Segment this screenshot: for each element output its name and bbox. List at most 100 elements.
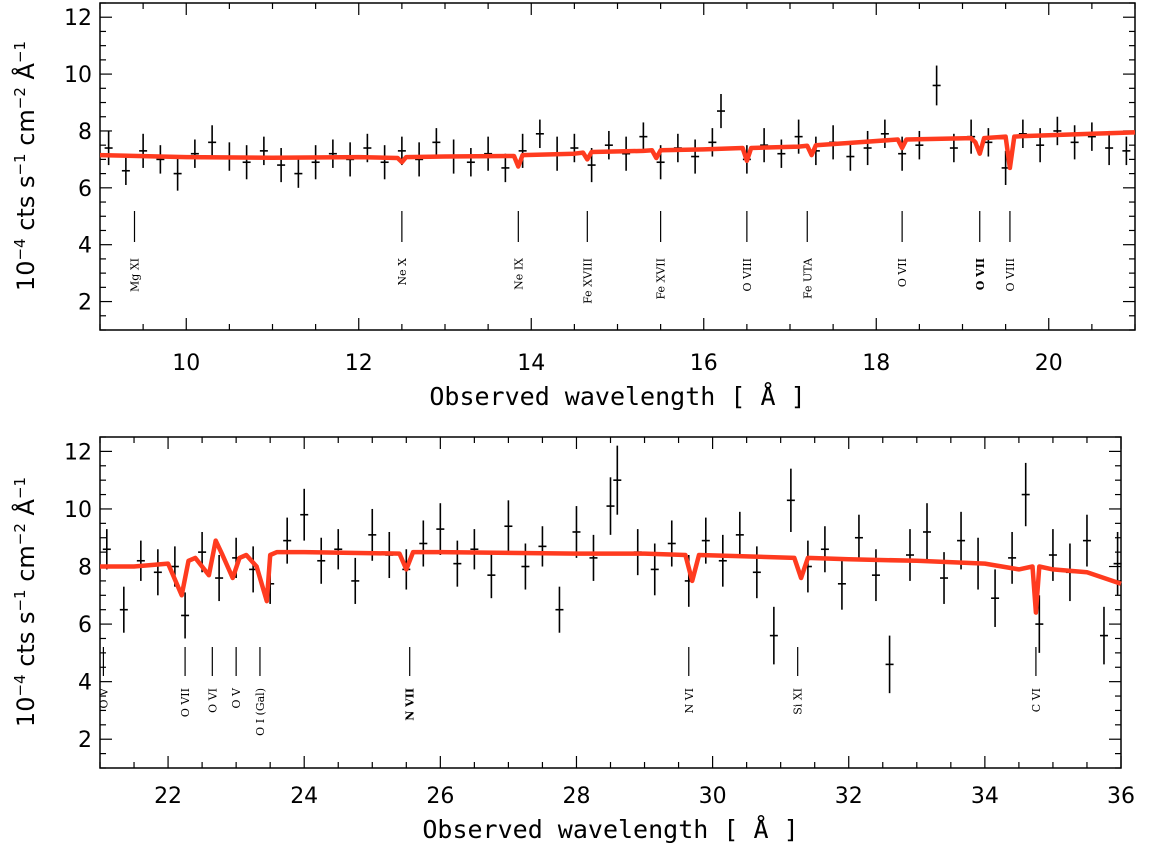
- data-point: [300, 488, 309, 541]
- x-tick-label: 24: [290, 784, 318, 809]
- data-point: [1053, 116, 1062, 146]
- data-point: [570, 133, 579, 163]
- data-point: [294, 159, 303, 188]
- data-point: [718, 534, 727, 587]
- data-point: [484, 136, 493, 171]
- data-point: [521, 543, 530, 590]
- line-marker: Ne X: [396, 211, 409, 285]
- line-marker: N VI: [683, 647, 696, 713]
- data-point: [846, 142, 855, 171]
- data-point: [880, 119, 889, 149]
- data-point: [121, 156, 130, 185]
- line-marker: O VII: [974, 211, 987, 290]
- line-label: N VII: [404, 688, 417, 721]
- data-point: [504, 500, 513, 553]
- x-tick-label: 14: [517, 351, 545, 376]
- line-marker: Fe UTA: [801, 211, 814, 299]
- line-marker: O VII: [179, 647, 192, 717]
- line-label: O V: [97, 687, 110, 709]
- data-point: [102, 529, 111, 570]
- y-tick-label: 8: [78, 556, 92, 581]
- data-point: [923, 503, 932, 561]
- line-marker: O VIII: [741, 211, 754, 292]
- line-label: C VI: [1030, 688, 1043, 712]
- model-curve: [100, 538, 1122, 615]
- data-point: [501, 153, 510, 183]
- data-point: [708, 128, 717, 157]
- data-point: [991, 569, 1000, 627]
- data-point: [604, 130, 613, 160]
- line-label: Fe XVIII: [581, 258, 594, 304]
- data-point: [589, 534, 598, 581]
- x-tick-label: 32: [835, 784, 863, 809]
- data-point: [820, 526, 829, 573]
- x-tick-label: 34: [971, 784, 999, 809]
- line-label: Ne X: [396, 258, 409, 286]
- data-point: [173, 156, 182, 191]
- y-axis-title: 10−4 cts s−1 cm−2 Å−1: [11, 41, 40, 291]
- data-point: [181, 592, 190, 639]
- data-point: [1099, 606, 1108, 665]
- data-point: [208, 125, 217, 160]
- x-tick-label: 26: [426, 784, 454, 809]
- line-marker: N VII: [404, 647, 417, 721]
- x-tick-label: 36: [1107, 784, 1135, 809]
- data-point: [777, 139, 786, 168]
- data-point: [769, 606, 778, 665]
- line-label: O VIII: [1004, 258, 1017, 292]
- data-point: [283, 517, 292, 564]
- x-tick-label: 18: [862, 351, 890, 376]
- line-label: O VII: [974, 258, 987, 290]
- model-curve: [99, 130, 1136, 171]
- data-point: [1122, 136, 1131, 166]
- data-point: [555, 586, 564, 633]
- data-point: [242, 145, 251, 180]
- data-point: [535, 119, 544, 149]
- data-point: [351, 557, 360, 604]
- line-marker: O V: [97, 647, 110, 708]
- data-point: [622, 136, 631, 171]
- data-point: [1021, 462, 1030, 527]
- data-point: [760, 128, 769, 163]
- data-point: [650, 543, 659, 596]
- y-tick-label: 10: [64, 63, 92, 88]
- y-tick-label: 10: [64, 498, 92, 523]
- data-point: [190, 139, 199, 168]
- x-tick-label: 10: [172, 351, 200, 376]
- data-point: [957, 511, 966, 570]
- data-point: [380, 145, 389, 180]
- x-tick-label: 30: [699, 784, 727, 809]
- x-tick-label: 28: [562, 784, 590, 809]
- line-marker: Fe XVII: [655, 211, 668, 300]
- data-point: [119, 586, 128, 633]
- y-tick-label: 2: [78, 291, 92, 316]
- data-point: [752, 546, 761, 599]
- data-point: [863, 130, 872, 166]
- data-point: [136, 540, 145, 581]
- data-point: [885, 635, 894, 694]
- line-label: Mg XI: [129, 258, 142, 292]
- line-marker: Si XI: [792, 647, 805, 715]
- line-label: Si XI: [792, 688, 805, 715]
- data-point: [466, 148, 475, 177]
- data-point: [905, 529, 914, 581]
- line-marker: C VI: [1030, 647, 1043, 712]
- line-label: O V: [230, 687, 243, 709]
- data-point: [1087, 122, 1096, 151]
- data-point: [259, 136, 268, 166]
- data-point: [613, 445, 622, 515]
- data-point: [215, 555, 224, 602]
- line-label: O VII: [179, 688, 192, 717]
- x-axis-title: Observed wavelength [ Å ]: [429, 382, 805, 411]
- data-point: [436, 503, 445, 556]
- data-point: [915, 130, 924, 160]
- data-point: [639, 122, 648, 151]
- data-point: [432, 128, 441, 157]
- line-label: O VIII: [741, 258, 754, 292]
- y-tick-label: 6: [78, 613, 92, 638]
- data-series: [104, 65, 1131, 191]
- data-point: [1105, 130, 1114, 166]
- data-point: [786, 468, 795, 532]
